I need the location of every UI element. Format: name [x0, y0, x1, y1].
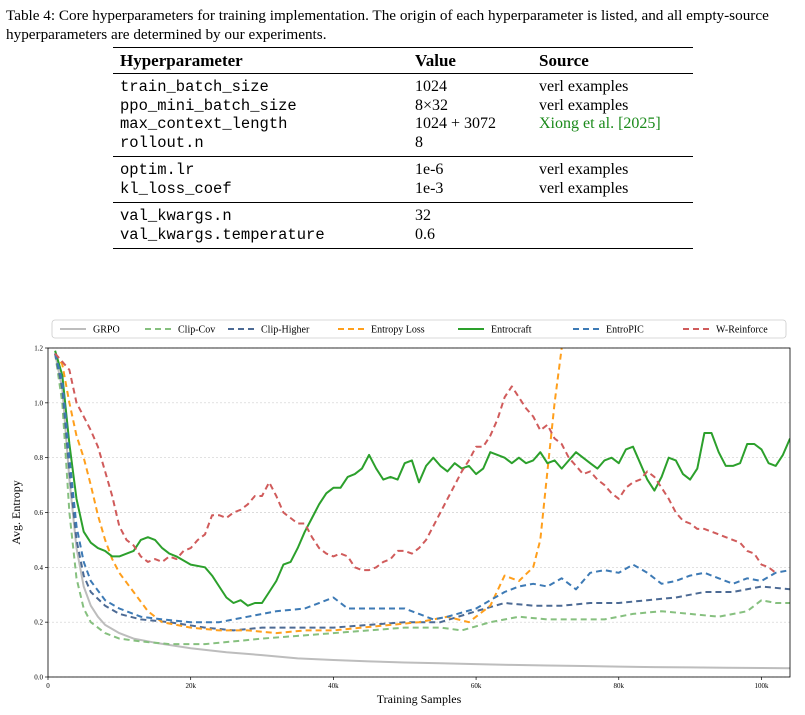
series-line-entrocraft — [54, 350, 790, 607]
table-row: val_kwargs.n 32 — [113, 207, 693, 226]
hyperparameter-table: Hyperparameter Value Source train_batch_… — [113, 47, 693, 249]
param-name: max_context_length — [120, 115, 288, 134]
param-source: verl examples — [539, 96, 629, 114]
x-tick-label: 100k — [754, 682, 769, 690]
param-value: 8 — [415, 133, 423, 151]
table-group-rule — [113, 202, 693, 203]
y-tick-label: 0.2 — [34, 619, 43, 627]
x-tick-label: 40k — [328, 682, 339, 690]
param-name: train_batch_size — [120, 78, 269, 97]
param-source: verl examples — [539, 179, 629, 197]
table-top-rule — [113, 47, 693, 48]
series-line-w-reinforce — [54, 352, 777, 574]
y-tick-label: 0.4 — [34, 564, 43, 572]
entropy-chart: 0.0 0.2 0.4 0.6 0.8 1.0 1.2 0 20k 40k 60k 80k 100k Tr… — [0, 315, 805, 710]
param-name: kl_loss_coef — [120, 179, 232, 198]
series-line-entropic — [54, 353, 790, 624]
param-name: rollout.n — [120, 133, 204, 152]
series-line-grpo — [54, 353, 790, 670]
legend-label: Clip-Cov — [178, 325, 215, 336]
table-caption: Table 4: Core hyperparameters for traini… — [6, 7, 769, 43]
param-value: 1e-6 — [415, 161, 444, 179]
table-group-1: train_batch_size 1024 verl examples ppo_… — [113, 74, 693, 156]
table-group-3: val_kwargs.n 32 val_kwargs.temperature 0… — [113, 203, 693, 248]
y-tick-label: 0.8 — [34, 454, 43, 462]
table-header-rule — [113, 73, 693, 74]
entropy-chart-svg: 0.0 0.2 0.4 0.6 0.8 1.0 1.2 0 20k 40k 60k 80k 100k Tr… — [9, 319, 791, 706]
table-header-row: Hyperparameter Value Source — [113, 48, 693, 73]
param-source: verl examples — [539, 78, 629, 96]
legend-label: W-Reinforce — [716, 325, 768, 336]
param-value: 8×32 — [415, 96, 449, 114]
param-value: 1e-3 — [415, 179, 444, 197]
param-value: 1024 + 3072 — [415, 115, 497, 133]
table-row: kl_loss_coef 1e-3 verl examples — [113, 180, 693, 199]
param-value: 32 — [415, 207, 431, 225]
y-tick-label: 1.0 — [34, 399, 43, 407]
series-line-clip-cov — [54, 353, 790, 646]
table-row: rollout.n 8 — [113, 134, 693, 153]
table-group-2: optim.lr 1e-6 verl examples kl_loss_coef… — [113, 157, 693, 202]
plot-frame — [47, 347, 791, 678]
table-group-rule — [113, 156, 693, 157]
series-line-entropy-loss — [54, 348, 563, 635]
x-tick-label: 20k — [185, 682, 196, 690]
param-name: optim.lr — [120, 161, 195, 180]
x-tick-label: 80k — [614, 682, 625, 690]
x-tick-label: 0 — [46, 682, 50, 690]
table-row: ppo_mini_batch_size 8×32 verl examples — [113, 97, 693, 116]
legend-label: EntroPIC — [606, 325, 644, 336]
x-tick-label: 60k — [471, 682, 482, 690]
y-tick-label: 1.2 — [34, 345, 43, 353]
series-line-clip-higher — [54, 353, 790, 632]
param-name: val_kwargs.n — [120, 207, 232, 226]
header-hyperparameter: Hyperparameter — [120, 50, 243, 70]
param-value: 1024 — [415, 78, 447, 96]
legend-label: Entrocraft — [491, 325, 532, 336]
param-name: val_kwargs.temperature — [120, 225, 325, 244]
param-value: 0.6 — [415, 225, 435, 243]
header-value: Value — [415, 50, 456, 70]
y-tick-label: 0.6 — [34, 509, 43, 517]
y-axis-label: Avg. Entropy — [9, 480, 23, 544]
legend-label: Clip-Higher — [261, 325, 310, 336]
table-row: max_context_length 1024 + 3072 Xiong et … — [113, 115, 693, 134]
legend-label: Entropy Loss — [371, 325, 425, 336]
citation-link[interactable]: Xiong et al. [2025] — [539, 115, 661, 133]
legend-box — [51, 319, 787, 339]
table-row: train_batch_size 1024 verl examples — [113, 78, 693, 97]
param-name: ppo_mini_batch_size — [120, 96, 297, 115]
table-bottom-rule — [113, 248, 693, 249]
table-row: val_kwargs.temperature 0.6 — [113, 226, 693, 245]
x-axis-label: Training Samples — [377, 692, 462, 706]
legend-label: GRPO — [93, 325, 120, 336]
table-row: optim.lr 1e-6 verl examples — [113, 161, 693, 180]
y-tick-label: 0.0 — [34, 674, 43, 682]
header-source: Source — [539, 50, 589, 70]
param-source: verl examples — [539, 161, 629, 179]
